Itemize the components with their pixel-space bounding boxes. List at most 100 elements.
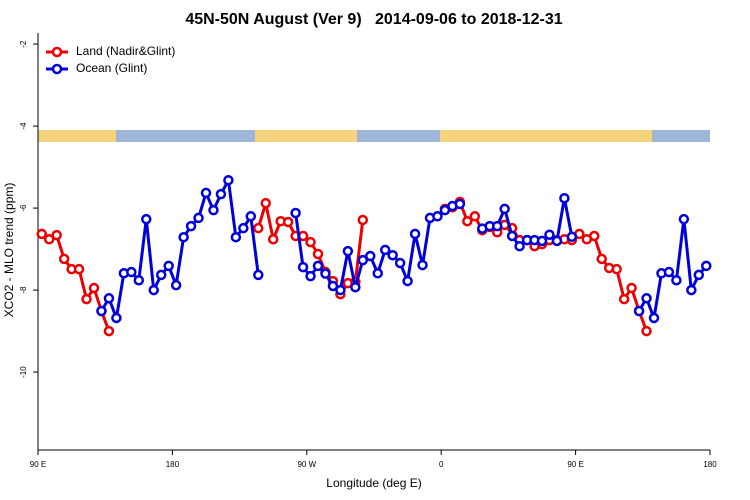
data-point [626, 282, 637, 294]
data-point [148, 284, 159, 296]
data-point [462, 215, 473, 227]
data-point [641, 293, 652, 304]
data-point [312, 260, 324, 272]
data-point [170, 279, 182, 291]
data-point [394, 257, 406, 269]
data-point [633, 305, 645, 317]
series-line [100, 178, 708, 320]
data-point [566, 231, 578, 243]
x-tick-label: 180 [703, 460, 717, 469]
data-point [350, 281, 361, 293]
data-point [51, 229, 62, 241]
data-point [185, 220, 197, 232]
data-point [611, 263, 622, 275]
data-point [126, 266, 137, 278]
data-point [596, 253, 607, 265]
data-point [641, 325, 652, 337]
data-point [103, 293, 115, 304]
data-point [417, 259, 428, 271]
data-point [253, 222, 264, 234]
data-point [163, 260, 174, 272]
data-point [253, 269, 264, 281]
data-point [305, 270, 316, 282]
data-point [454, 198, 466, 210]
data-point [208, 204, 219, 216]
data-point [96, 305, 107, 317]
data-point [282, 216, 294, 228]
data-point [544, 229, 555, 240]
data-point [335, 284, 346, 296]
data-point [305, 236, 316, 248]
x-axis-label: Longitude (deg E) [326, 476, 421, 490]
data-point [111, 312, 122, 324]
data-point [327, 280, 339, 292]
data-point [589, 230, 600, 242]
data-point [267, 233, 279, 245]
x-tick-label: 0 [439, 460, 444, 469]
data-point [81, 293, 92, 305]
data-point [193, 212, 204, 224]
data-point [648, 312, 660, 324]
y-tick-label: -2 [19, 40, 28, 48]
legend-label: Ocean (Glint) [76, 61, 147, 75]
map-strip [38, 130, 710, 142]
data-point [297, 261, 309, 273]
data-point [43, 233, 55, 245]
data-point [230, 231, 242, 243]
data-point [342, 245, 354, 257]
data-point [671, 274, 682, 286]
data-point [499, 203, 510, 215]
data-point [215, 188, 227, 200]
data-point [618, 293, 630, 305]
y-tick-label: -4 [19, 122, 28, 130]
data-point [312, 248, 324, 260]
data-point [506, 230, 518, 242]
data-point [58, 253, 70, 265]
x-tick-label: 180 [166, 460, 180, 469]
chart-title: 45N-50N August (Ver 9) 2014-09-06 to 201… [185, 11, 562, 28]
data-point [260, 197, 271, 209]
data-point [551, 235, 563, 247]
data-point [678, 213, 690, 225]
data-point [223, 174, 234, 186]
data-point [88, 282, 100, 294]
data-point [320, 268, 331, 279]
data-point [73, 263, 85, 275]
legend-label: Land (Nadir&Glint) [76, 44, 175, 58]
data-point [686, 284, 697, 296]
data-point [36, 228, 47, 240]
data-point [559, 192, 570, 204]
x-tick-label: 90 E [30, 460, 46, 469]
data-point [514, 240, 525, 252]
data-point [701, 260, 712, 272]
data-point [387, 249, 398, 261]
data-point [290, 207, 301, 219]
data-point [663, 266, 675, 278]
data-point [245, 211, 257, 222]
data-point [103, 325, 115, 337]
legend-marker [51, 63, 63, 75]
y-axis-label: XCO2 - MLO trend (ppm) [2, 183, 16, 318]
data-point [402, 275, 413, 287]
data-point [357, 214, 369, 226]
data-point [357, 254, 369, 266]
legend-marker [51, 46, 63, 58]
data-point [491, 220, 503, 232]
y-tick-label: -8 [19, 286, 28, 294]
x-tick-label: 90 W [297, 460, 316, 469]
data-point [379, 244, 391, 256]
data-point [439, 204, 451, 216]
data-point [409, 228, 421, 240]
data-point [133, 274, 145, 286]
y-tick-label: -10 [19, 366, 28, 378]
data-point [693, 269, 705, 281]
data-point [238, 222, 249, 234]
data-point [178, 231, 189, 243]
data-point [155, 269, 167, 281]
y-tick-label: -6 [19, 204, 28, 212]
data-point [432, 211, 443, 222]
x-tick-label: 90 E [567, 460, 583, 469]
data-point [365, 250, 376, 262]
data-point [536, 235, 548, 247]
